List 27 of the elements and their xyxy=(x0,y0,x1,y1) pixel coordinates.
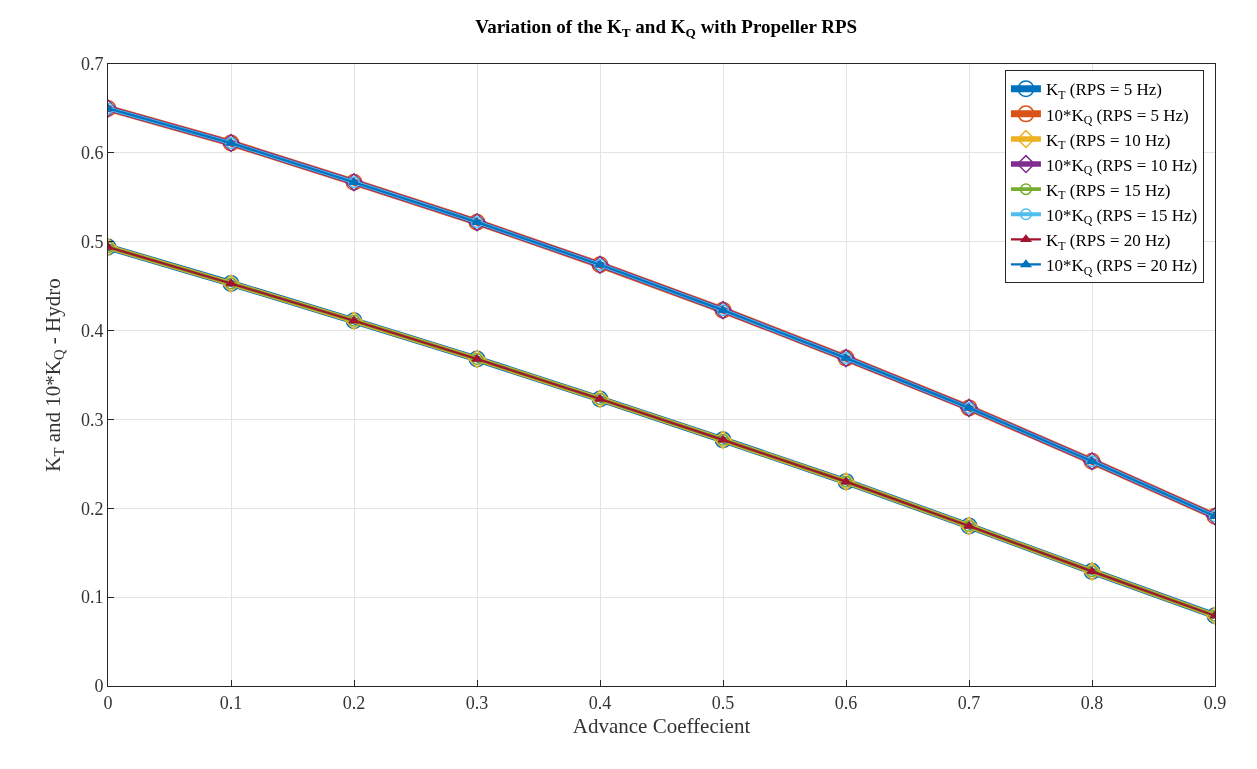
legend-label: K$_{T}$ (RPS = 5 Hz) xyxy=(1045,80,1162,102)
x-axis-title: Advance Coeffecient xyxy=(572,713,751,738)
y-tick-label: 0 xyxy=(94,676,104,697)
x-tick-label: 0.4 xyxy=(588,692,612,713)
x-tick-label: 0.1 xyxy=(219,692,243,713)
y-tick-label: 0.5 xyxy=(80,232,104,253)
y-tick-label: 0.3 xyxy=(80,409,104,430)
x-tick-label: 0.8 xyxy=(1080,692,1104,713)
x-tick-label: 0.2 xyxy=(342,692,366,713)
legend-label: K$_{T}$ (RPS = 15 Hz) xyxy=(1045,180,1171,203)
x-tick-label: 0.7 xyxy=(957,692,981,713)
y-tick-label: 0.7 xyxy=(80,54,104,75)
legend-label: K$_{T}$ (RPS = 20 Hz) xyxy=(1045,231,1171,253)
legend-label: 10*K$_{Q}$ (RPS = 10 Hz) xyxy=(1045,155,1198,178)
legend-label: 10*K$_{Q}$ (RPS = 15 Hz) xyxy=(1045,205,1198,228)
chart-title: Variation of the K$_{T}$ and K$_{Q}$ with Propeller RPS xyxy=(475,15,858,40)
y-tick-label: 0.1 xyxy=(80,587,104,608)
x-tick-label: 0.3 xyxy=(465,692,489,713)
y-tick-label: 0.6 xyxy=(80,143,104,164)
x-tick-label: 0.9 xyxy=(1203,692,1227,713)
x-tick-label: 0.6 xyxy=(834,692,858,713)
legend-label: 10*K$_{Q}$ (RPS = 20 Hz) xyxy=(1045,256,1198,278)
x-tick-label: 0.5 xyxy=(711,692,735,713)
legend-label: 10*K$_{Q}$ (RPS = 5 Hz) xyxy=(1045,105,1189,128)
legend-label: K$_{T}$ (RPS = 10 Hz) xyxy=(1045,130,1171,153)
y-tick-label: 0.4 xyxy=(80,320,104,341)
y-tick-label: 0.2 xyxy=(80,498,104,519)
